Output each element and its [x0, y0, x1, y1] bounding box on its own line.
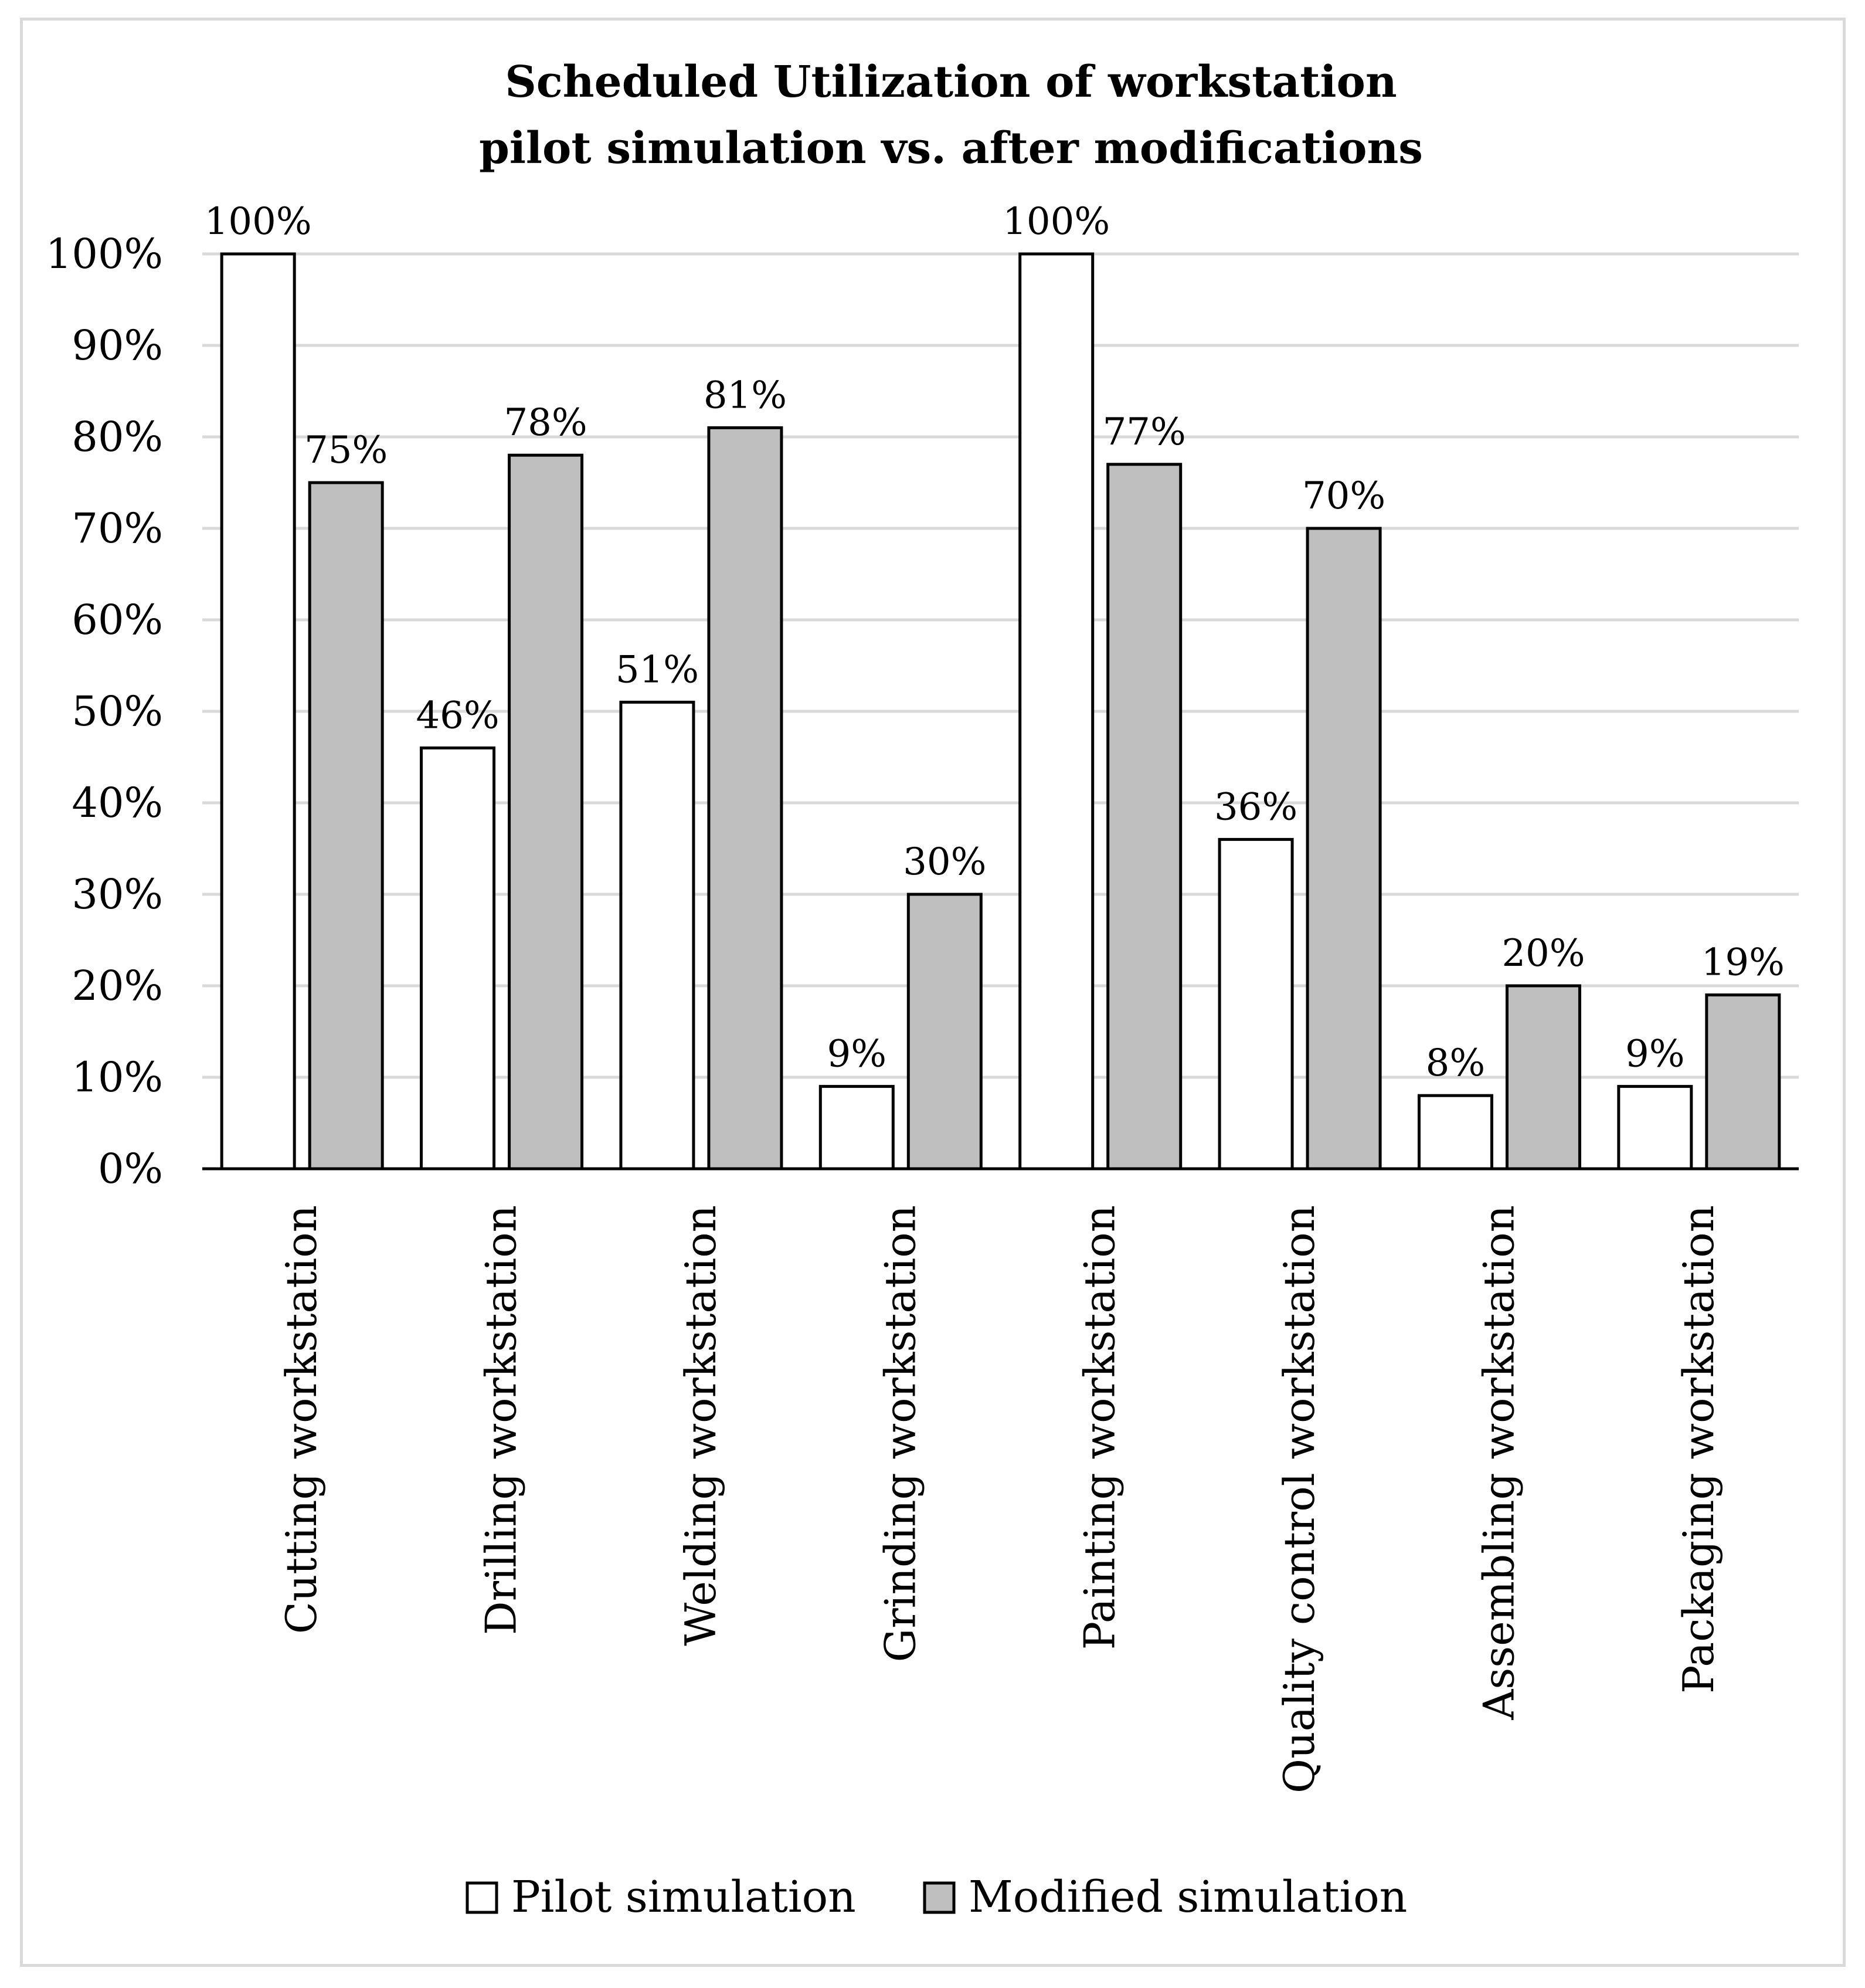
data-label: 100% — [1003, 200, 1110, 243]
legend-label-pilot: Pilot simulation — [511, 1872, 856, 1922]
data-label: 19% — [1701, 941, 1785, 985]
x-category-label: Assembling workstation — [1474, 1205, 1523, 1721]
x-category-label: Grinding workstation — [875, 1205, 925, 1662]
bar — [1218, 837, 1294, 1171]
data-label: 70% — [1302, 474, 1385, 518]
y-tick-label: 90% — [72, 321, 163, 369]
x-axis-categories: Cutting workstation Drilling workstation W… — [277, 1205, 1723, 1793]
x-category-label: Welding workstation — [676, 1205, 725, 1646]
data-label: 81% — [704, 374, 787, 417]
bar — [508, 453, 584, 1171]
y-tick-label: 40% — [72, 779, 163, 827]
y-tick-label: 0% — [98, 1145, 163, 1193]
legend-swatch-pilot — [466, 1881, 498, 1914]
x-category-label: Cutting workstation — [277, 1205, 326, 1634]
data-label: 20% — [1501, 932, 1585, 975]
y-tick-label: 60% — [72, 596, 163, 644]
data-labels: 100% 75% 46% 78% 51% 81% 9% 30% 100% 77% 36% 70% 8% 2… — [205, 200, 1785, 1085]
legend: Pilot simulation Modified simulation — [466, 1872, 1407, 1922]
data-label: 36% — [1214, 785, 1297, 829]
data-label: 77% — [1103, 411, 1186, 454]
y-tick-label: 70% — [72, 504, 163, 552]
bar — [707, 426, 783, 1171]
y-axis-ticks: 0% 10% 20% 30% 40% 50% 60% 70% 80% 90% 100% — [46, 230, 163, 1193]
data-label: 8% — [1426, 1042, 1486, 1085]
bar — [220, 252, 296, 1171]
y-tick-label: 20% — [72, 962, 163, 1010]
legend-label-modified: Modified simulation — [969, 1872, 1407, 1922]
bar — [308, 481, 384, 1171]
bar — [619, 700, 695, 1171]
x-category-label: Quality control workstation — [1275, 1205, 1324, 1793]
data-label: 100% — [205, 200, 312, 243]
y-tick-label: 100% — [46, 230, 163, 278]
bar — [1505, 984, 1581, 1171]
data-label: 30% — [903, 840, 986, 884]
bar — [1018, 252, 1095, 1171]
x-category-label: Painting workstation — [1075, 1205, 1125, 1650]
bar — [1617, 1085, 1693, 1171]
y-tick-label: 50% — [72, 687, 163, 735]
data-label: 9% — [1625, 1033, 1685, 1076]
bar — [1306, 527, 1382, 1171]
data-label: 9% — [827, 1033, 887, 1076]
data-label: 78% — [504, 401, 587, 445]
x-category-label: Packaging workstation — [1674, 1205, 1723, 1694]
legend-swatch-modified — [923, 1881, 956, 1914]
data-label: 51% — [616, 648, 699, 691]
y-tick-label: 30% — [72, 870, 163, 918]
data-label: 46% — [416, 694, 499, 737]
bar — [1705, 993, 1781, 1171]
bar — [818, 1085, 895, 1171]
bar — [420, 746, 496, 1171]
y-tick-label: 80% — [72, 413, 163, 461]
bar — [906, 893, 983, 1171]
bar — [1417, 1094, 1493, 1171]
x-category-label: Drilling workstation — [477, 1205, 526, 1635]
data-label: 75% — [304, 429, 388, 472]
chart-subtitle: pilot simulation vs. after modifications — [479, 123, 1423, 174]
bar — [1106, 463, 1183, 1171]
y-tick-label: 10% — [72, 1053, 163, 1101]
chart-title: Scheduled Utilization of workstation — [505, 57, 1397, 107]
